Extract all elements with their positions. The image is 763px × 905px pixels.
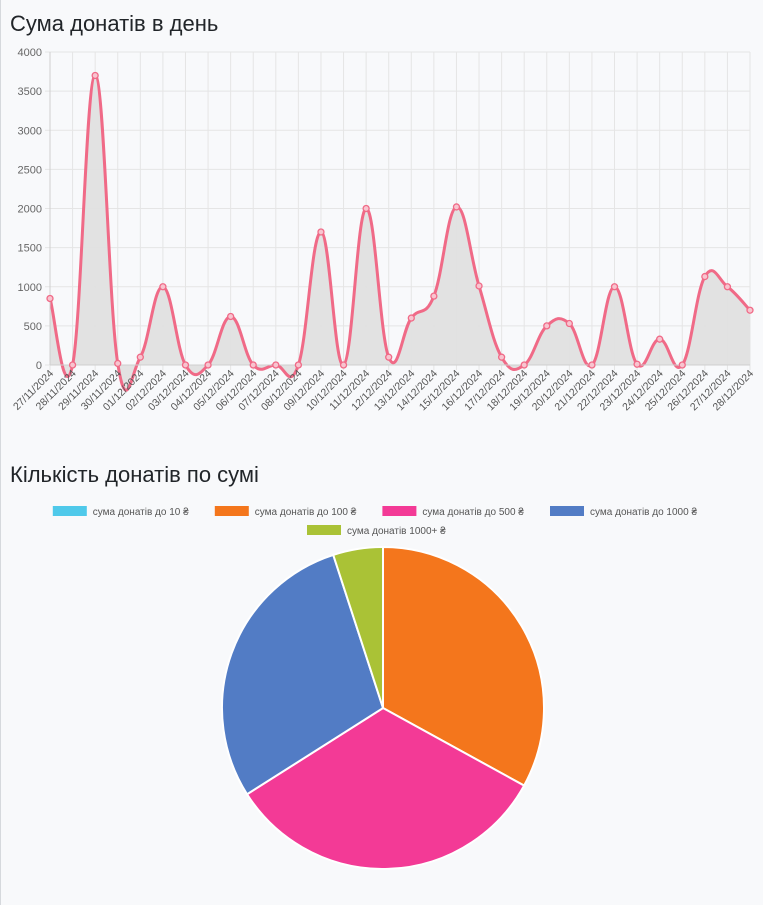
- legend-label: сума донатів до 10 ₴: [93, 507, 189, 518]
- data-point: [91, 71, 99, 80]
- data-point: [136, 353, 144, 361]
- legend-label: сума донатів до 100 ₴: [255, 507, 357, 518]
- data-point: [114, 359, 122, 368]
- data-point: [294, 361, 303, 369]
- data-point: [181, 361, 190, 369]
- data-point: [430, 292, 438, 300]
- data-point: [204, 361, 212, 369]
- y-tick-label: 4000: [18, 47, 42, 59]
- data-point: [610, 283, 619, 291]
- data-point: [723, 283, 732, 291]
- data-point: [452, 203, 461, 211]
- data-point: [249, 361, 257, 369]
- data-point: [701, 272, 709, 281]
- data-point: [68, 361, 77, 369]
- y-tick-label: 2500: [18, 164, 42, 176]
- y-tick-label: 3000: [18, 125, 42, 137]
- legend-swatch: [382, 506, 417, 516]
- data-point: [339, 361, 348, 369]
- data-point: [46, 294, 54, 303]
- data-point: [317, 228, 325, 236]
- data-point: [272, 361, 280, 369]
- y-tick-label: 500: [24, 321, 42, 333]
- legend-label: сума донатів до 1000 ₴: [590, 507, 697, 518]
- pie-slice: [221, 553, 385, 796]
- data-point: [520, 361, 528, 369]
- data-point: [226, 312, 235, 321]
- area-fill: [50, 75, 750, 391]
- data-point: [633, 360, 641, 368]
- data-point: [678, 361, 686, 369]
- pie-slice: [331, 545, 384, 709]
- data-point: [475, 282, 483, 290]
- data-point: [565, 319, 574, 328]
- data-point: [588, 361, 596, 369]
- data-point: [362, 204, 370, 213]
- y-tick-label: 3500: [18, 86, 42, 98]
- legend-swatch: [550, 506, 584, 516]
- data-point: [543, 322, 551, 330]
- data-point: [656, 335, 664, 343]
- y-tick-label: 0: [36, 360, 42, 372]
- y-tick-label: 1500: [18, 243, 42, 255]
- legend: сума донатів до 10 ₴ сума донатів до 100 …: [52, 506, 697, 537]
- donation-count-title: Кількість донатів по сумі: [10, 462, 259, 487]
- data-point: [407, 314, 415, 322]
- pie-slice: [382, 545, 545, 787]
- legend-label: сума донатів до 500 ₴: [422, 507, 524, 518]
- data-point: [746, 306, 754, 314]
- donation-count-pie-chart: сума донатів до 10 ₴ сума донатів до 100 …: [52, 506, 697, 870]
- y-tick-label: 1000: [18, 282, 42, 294]
- pie-slice: [245, 706, 526, 870]
- legend-label: сума донатів 1000+ ₴: [347, 526, 446, 537]
- daily-donations-chart: 0500100015002000250030003500400027/11/20…: [11, 47, 756, 413]
- left-border: [0, 0, 1, 905]
- y-tick-label: 2000: [18, 204, 42, 216]
- data-point: [159, 283, 167, 291]
- data-point: [497, 353, 506, 361]
- legend-swatch: [52, 506, 87, 516]
- legend-swatch: [307, 525, 341, 535]
- grid: [45, 51, 751, 370]
- daily-donations-title: Сума донатів в день: [10, 11, 219, 36]
- data-point: [385, 353, 393, 361]
- legend-swatch: [214, 506, 249, 516]
